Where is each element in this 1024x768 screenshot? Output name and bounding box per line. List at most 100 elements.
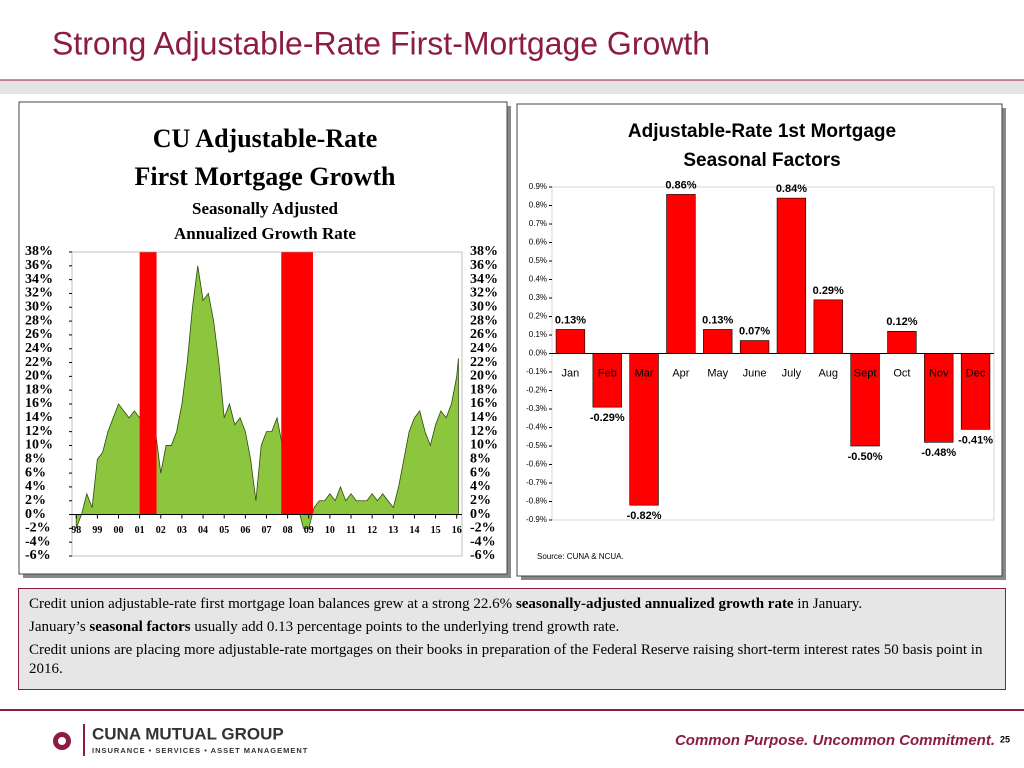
text: Credit unions are placing more adjustabl… <box>29 642 983 677</box>
y2-tick-label: 18% <box>470 382 498 397</box>
y-tick-label: 16% <box>25 396 53 411</box>
y-tick-label: 0.1% <box>529 330 547 339</box>
y-tick-label: 24% <box>25 341 53 356</box>
bold-text: seasonally-adjusted annualized growth ra… <box>515 596 794 612</box>
y2-tick-label: 36% <box>470 258 498 273</box>
y-tick-label: 26% <box>25 327 53 342</box>
x-tick-label: 07 <box>261 525 271 536</box>
bar <box>739 340 770 354</box>
y-tick-label: 38% <box>25 244 53 259</box>
y-tick-label: 0.3% <box>529 293 547 302</box>
title-rule <box>0 80 1024 94</box>
y2-tick-label: 2% <box>470 493 491 508</box>
chart-title: First Mortgage Growth <box>135 162 396 191</box>
text-box: Credit union adjustable-rate first mortg… <box>18 588 1006 690</box>
x-tick-label: 16 <box>452 525 462 536</box>
chart-title: Seasonal Factors <box>683 150 840 171</box>
recession-band <box>139 252 157 515</box>
y-tick-label: 20% <box>25 369 53 384</box>
chart-subtitle: Annualized Growth Rate <box>174 224 356 243</box>
y2-tick-label: 12% <box>470 424 498 439</box>
y2-tick-label: 38% <box>470 244 498 259</box>
y-tick-label: 12% <box>25 424 53 439</box>
x-tick-label: 04 <box>198 525 208 536</box>
y-tick-label: -0.5% <box>526 441 547 450</box>
x-tick-label: 09 <box>304 525 314 536</box>
y-tick-label: 30% <box>25 299 53 314</box>
chart-title: Adjustable-Rate 1st Mortgage <box>628 121 896 142</box>
y2-tick-label: 10% <box>470 438 498 453</box>
y2-tick-label: -4% <box>470 534 496 549</box>
recession-band <box>281 252 313 515</box>
y2-tick-label: 16% <box>470 396 498 411</box>
tagline: Common Purpose. Uncommon Commitment. <box>675 732 995 749</box>
y-tick-label: 18% <box>25 382 53 397</box>
y2-tick-label: 4% <box>470 479 491 494</box>
x-tick-label: Jan <box>562 367 580 379</box>
logo-tagline: INSURANCE • SERVICES • ASSET MANAGEMENT <box>92 746 308 755</box>
x-tick-label: 98 <box>71 525 81 536</box>
y2-tick-label: 24% <box>470 341 498 356</box>
x-tick-label: Feb <box>598 367 617 379</box>
y-tick-label: 6% <box>25 465 46 480</box>
y-tick-label: -0.7% <box>526 478 547 487</box>
x-tick-label: 15 <box>431 525 441 536</box>
value-label: -0.41% <box>958 434 993 446</box>
x-tick-label: Dec <box>966 367 986 379</box>
bar <box>887 330 917 354</box>
x-tick-label: 06 <box>240 525 250 536</box>
x-tick-label: 00 <box>114 525 124 536</box>
x-tick-label: 11 <box>346 525 355 536</box>
slide-title: Strong Adjustable-Rate First-Mortgage Gr… <box>52 25 710 61</box>
value-label: 0.86% <box>665 179 696 191</box>
y-tick-label: 0.2% <box>529 312 547 321</box>
paragraph: Credit union adjustable-rate first mortg… <box>29 595 995 614</box>
y-tick-label: 0.4% <box>529 275 547 284</box>
y-tick-label: 0.0% <box>529 349 547 358</box>
y2-tick-label: 32% <box>470 286 498 301</box>
value-label: -0.29% <box>590 412 625 424</box>
bar <box>850 353 880 447</box>
value-label: 0.07% <box>739 325 770 337</box>
x-tick-label: 10 <box>325 525 335 536</box>
logo-text: CUNA MUTUAL GROUP <box>92 724 284 743</box>
y2-tick-label: -6% <box>470 548 496 563</box>
chart-title: CU Adjustable-Rate <box>153 124 378 153</box>
y-tick-label: -0.4% <box>526 423 547 432</box>
x-tick-label: Sept <box>854 367 877 379</box>
area <box>75 265 459 529</box>
y2-tick-label: 28% <box>470 313 498 328</box>
x-tick-label: June <box>743 367 767 379</box>
x-tick-label: 08 <box>283 525 293 536</box>
y-tick-label: -0.6% <box>526 460 547 469</box>
x-tick-label: Apr <box>672 367 689 379</box>
y2-tick-label: 26% <box>470 327 498 342</box>
paragraph: January’s seasonal factors usually add 0… <box>29 618 995 637</box>
y-tick-label: 8% <box>25 451 46 466</box>
x-tick-label: July <box>782 367 802 379</box>
text: in January. <box>793 596 863 612</box>
y-tick-label: 0.8% <box>529 201 547 210</box>
y2-tick-label: 14% <box>470 410 498 425</box>
y-tick-label: 2% <box>25 493 46 508</box>
y2-tick-label: 34% <box>470 272 498 287</box>
y-tick-label: 0.9% <box>529 182 547 191</box>
y-tick-label: 28% <box>25 313 53 328</box>
x-tick-label: May <box>707 367 728 379</box>
y-tick-label: 0% <box>25 507 46 522</box>
bar <box>703 329 733 354</box>
y2-tick-label: 8% <box>470 451 491 466</box>
y2-tick-label: 20% <box>470 369 498 384</box>
y-tick-label: 14% <box>25 410 53 425</box>
x-tick-label: 02 <box>156 525 166 536</box>
y-tick-label: 10% <box>25 438 53 453</box>
value-label: 0.12% <box>886 316 917 328</box>
y-tick-label: -0.1% <box>526 367 547 376</box>
y2-tick-label: 0% <box>470 507 491 522</box>
x-tick-label: Oct <box>893 367 910 379</box>
chart-subtitle: Seasonally Adjusted <box>192 199 338 218</box>
bar <box>813 299 843 354</box>
x-tick-label: 14 <box>409 525 419 536</box>
x-tick-label: 05 <box>219 525 229 536</box>
